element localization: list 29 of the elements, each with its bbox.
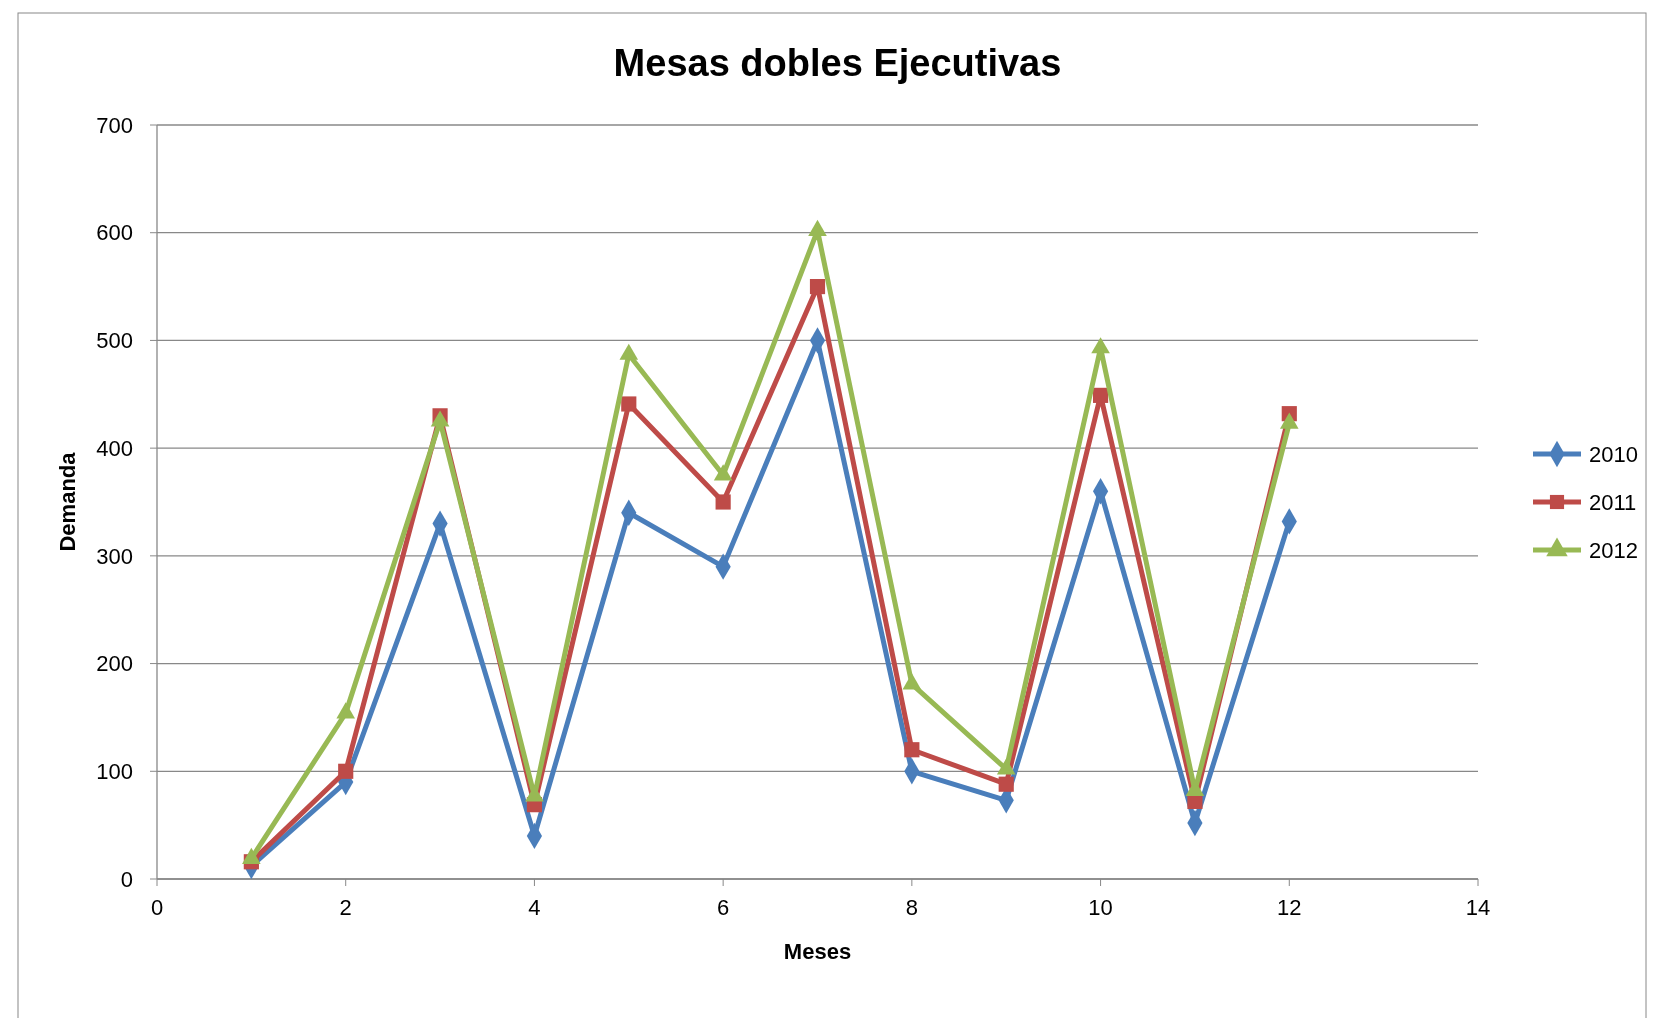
legend-label: 2011 (1589, 489, 1637, 515)
y-tick-label: 600 (96, 220, 133, 246)
x-tick-label: 12 (1277, 895, 1302, 920)
y-tick-label: 700 (96, 112, 133, 138)
y-tick-label: 400 (96, 435, 133, 461)
legend-label: 2010 (1589, 441, 1638, 467)
legend-label: 2012 (1589, 537, 1638, 563)
point (904, 742, 920, 758)
point (715, 494, 731, 510)
point (998, 776, 1014, 792)
point (1092, 387, 1109, 403)
x-tick-label: 0 (150, 895, 164, 920)
x-tick-label: 14 (1465, 895, 1491, 920)
x-tick-label: 6 (717, 895, 730, 920)
y-tick-label: 200 (96, 651, 133, 677)
point (809, 278, 826, 295)
y-tick-label: 100 (96, 758, 133, 784)
x-tick-label: 10 (1088, 895, 1113, 920)
x-tick-label: 8 (905, 895, 918, 920)
y-tick-label: 300 (96, 543, 133, 569)
y-axis-title: Demanda (55, 451, 80, 552)
y-tick-label: 0 (120, 866, 133, 892)
point (621, 396, 637, 412)
point (338, 763, 354, 779)
x-tick-label: 4 (528, 895, 541, 920)
x-axis-title: Meses (783, 939, 852, 964)
y-tick-label: 500 (96, 328, 133, 354)
x-tick-label: 2 (339, 895, 352, 920)
chart-title: Mesas dobles Ejecutivas (613, 42, 1062, 84)
